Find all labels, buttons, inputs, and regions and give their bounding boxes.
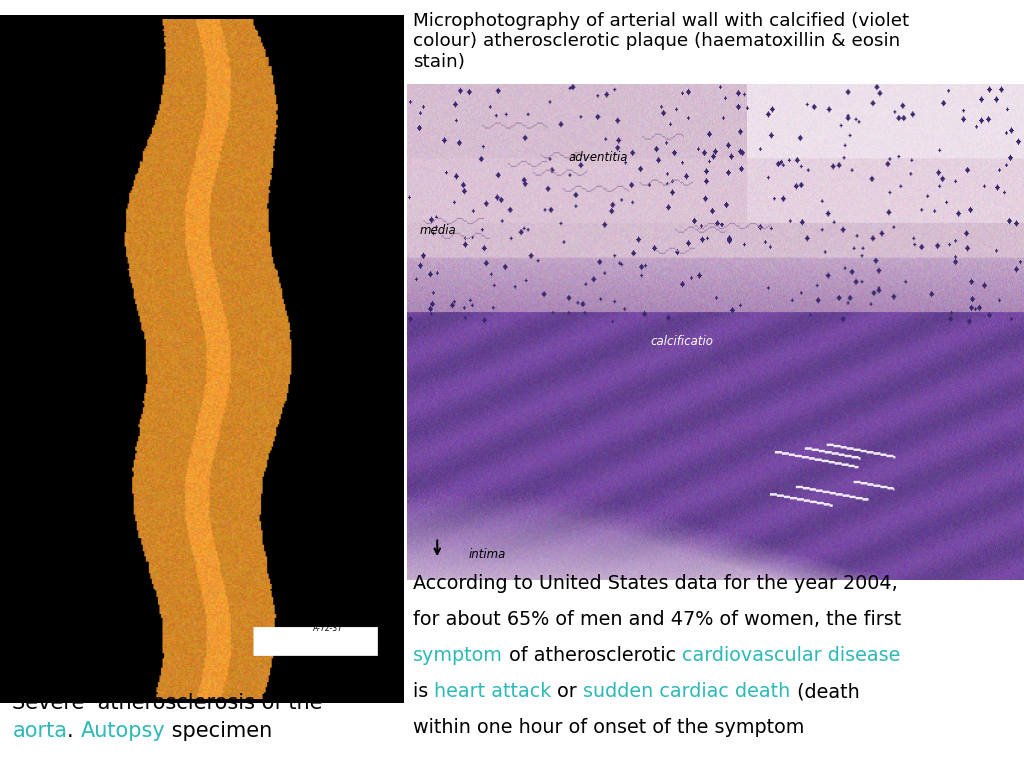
- Text: Severe  atherosclerosis of the: Severe atherosclerosis of the: [12, 693, 323, 713]
- Text: is: is: [413, 682, 434, 701]
- Text: media: media: [420, 224, 457, 237]
- Text: or: or: [551, 682, 584, 701]
- Text: cardiovascular disease: cardiovascular disease: [682, 646, 900, 665]
- Text: for about 65% of men and 47% of women, the first: for about 65% of men and 47% of women, t…: [413, 610, 901, 629]
- Text: A-72-37: A-72-37: [312, 624, 343, 633]
- Text: specimen: specimen: [165, 721, 272, 741]
- Text: within one hour of onset of the symptom: within one hour of onset of the symptom: [413, 718, 804, 737]
- Text: adventitia: adventitia: [568, 151, 628, 164]
- Text: calcificatio: calcificatio: [650, 336, 714, 348]
- Text: Autopsy: Autopsy: [81, 721, 165, 741]
- Text: (death: (death: [791, 682, 859, 701]
- Text: symptom: symptom: [413, 646, 503, 665]
- Text: .: .: [68, 721, 81, 741]
- Text: According to United States data for the year 2004,: According to United States data for the …: [413, 574, 897, 593]
- Text: sudden cardiac death: sudden cardiac death: [584, 682, 791, 701]
- Text: intima: intima: [469, 548, 506, 561]
- Bar: [0, 15, 404, 703]
- Text: of atherosclerotic: of atherosclerotic: [503, 646, 682, 665]
- Text: aorta: aorta: [12, 721, 68, 741]
- Text: heart attack: heart attack: [434, 682, 551, 701]
- Text: Microphotography of arterial wall with calcified (violet
colour) atherosclerotic: Microphotography of arterial wall with c…: [413, 12, 909, 71]
